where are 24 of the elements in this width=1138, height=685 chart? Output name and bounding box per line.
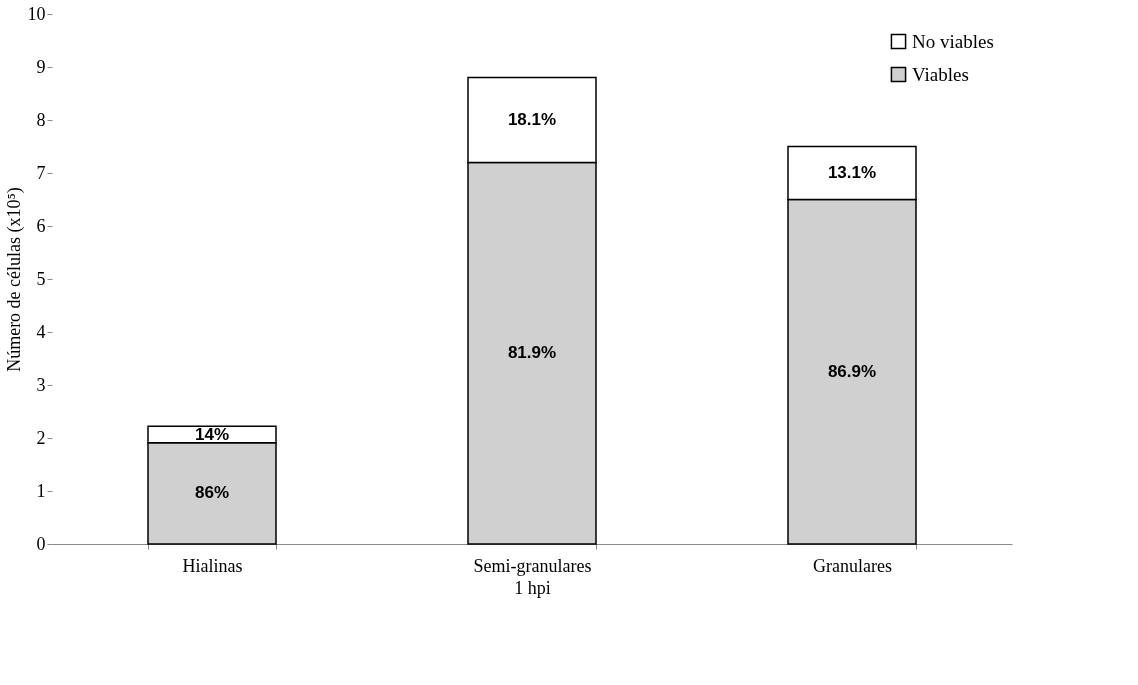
x-tick-label: Semi-granulares [473,555,592,576]
annotation: 14% [194,424,230,444]
annotation: 86.9% [827,361,877,381]
y-tick-label: 9 [36,56,46,77]
y-tick-label: 5 [36,268,46,289]
legend-label: Viables [912,63,969,85]
y-tick-label: 2 [36,427,46,448]
y-tick-label: 7 [36,162,46,183]
y-tick-label: 4 [36,321,46,342]
annotation: 13.1% [827,163,877,182]
annotation: 81.9% [507,343,557,363]
annotation: 18.1% [507,110,557,129]
y-tick-label: 10 [27,3,46,24]
y-tick-label: 8 [36,109,46,130]
x-tick-label: Hialinas [182,555,243,576]
legend-label: No viables [912,30,994,52]
y-tick-label: 6 [36,215,46,236]
y-tick-label: 0 [36,533,46,554]
annotation: 86% [194,483,230,503]
x-tick-label: Granulares [813,555,892,576]
y-tick-label: 3 [36,374,46,395]
y-tick-label: 1 [36,480,46,501]
y-axis-title: Número de células (x10⁵) [3,187,25,372]
x-axis-title: 1 hpi [514,577,551,598]
